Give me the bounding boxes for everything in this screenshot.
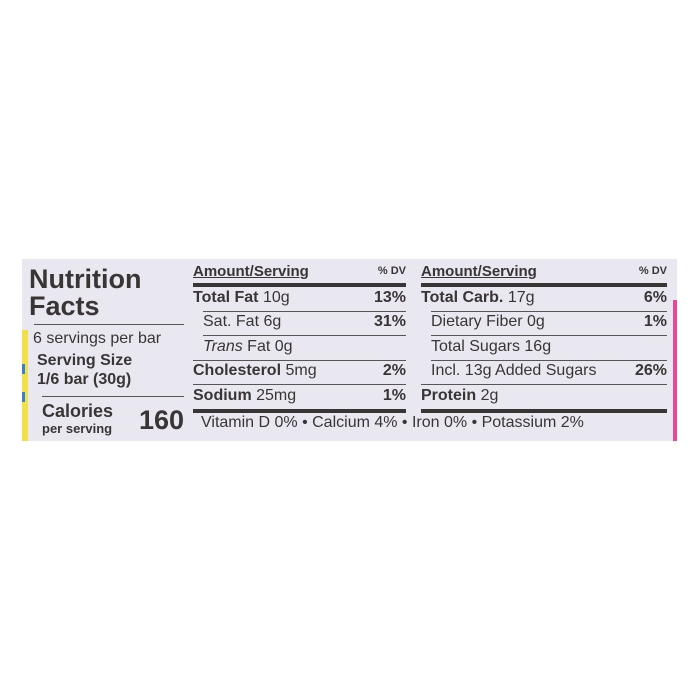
nutrient-amount: 10g: [262, 289, 290, 306]
nutrient-dv: 1%: [643, 313, 667, 330]
nutrient-name: Sodium: [193, 387, 252, 404]
row-divider: [431, 335, 667, 336]
divider: [42, 396, 184, 397]
amount-serving-header: Amount/Serving: [421, 263, 537, 280]
nutrient-amount: 6g: [263, 313, 282, 330]
calories-sub: per serving: [42, 421, 113, 436]
nutrient-dv: 2%: [382, 362, 406, 379]
dv-header: % DV: [377, 265, 406, 277]
nutrient-row: Incl. 13g Added Sugars: [431, 363, 596, 379]
nutrient-row: Total Fat 10g: [193, 290, 290, 306]
nutrient-name: Total Sugars: [431, 338, 520, 355]
title-line-1: Nutrition: [29, 264, 142, 294]
vitamins-minerals: Vitamin D 0% • Calcium 4% • Iron 0% • Po…: [201, 414, 584, 431]
nutrient-name: Dietary Fiber: [431, 313, 523, 330]
nutrient-dv: 6%: [643, 289, 667, 306]
package-mark: [22, 364, 25, 374]
nutrient-amount: Fat 0g: [247, 338, 293, 355]
nutrient-row: Total Carb. 17g: [421, 290, 535, 306]
title-line-2: Facts: [29, 291, 100, 321]
row-divider: [203, 335, 406, 336]
nutrient-amount: 25mg: [256, 387, 297, 404]
nutrient-dv: 1%: [382, 387, 406, 404]
row-divider: [431, 360, 667, 361]
package-edge-yellow: [22, 330, 28, 441]
nutrient-row: Total Sugars 16g: [431, 339, 551, 355]
nutrient-row: Cholesterol 5mg: [193, 363, 317, 379]
divider: [34, 324, 184, 325]
package-edge-pink: [673, 300, 677, 441]
nutrient-row: Sat. Fat 6g: [203, 314, 281, 330]
nutrient-row: Dietary Fiber 0g: [431, 314, 545, 330]
dv-header: % DV: [638, 265, 667, 277]
row-divider: [193, 384, 406, 385]
nutrient-row: Sodium 25mg: [193, 388, 296, 404]
calories-label: Calories: [42, 401, 114, 421]
servings-per-container: 6 servings per bar: [33, 330, 162, 347]
calories-value: 160: [139, 405, 185, 435]
thick-divider: [421, 409, 667, 413]
nutrient-row: Protein 2g: [421, 388, 498, 404]
nutrient-amount: 0g: [527, 313, 545, 330]
nutrient-name: Total Carb.: [421, 289, 504, 306]
nutrient-row: Trans Fat 0g: [203, 339, 293, 355]
nutrient-amount: 5mg: [285, 362, 317, 379]
row-divider: [421, 384, 667, 385]
nutrient-name: Cholesterol: [193, 362, 282, 379]
nutrient-dv: 13%: [373, 289, 406, 306]
package-mark: [22, 392, 25, 402]
nutrient-dv: 31%: [373, 313, 406, 330]
nutrient-name: Sat. Fat: [203, 313, 260, 330]
nutrient-amount: 17g: [507, 289, 535, 306]
nutrient-amount: 2g: [480, 387, 499, 404]
nutrient-name: Incl. 13g Added Sugars: [431, 362, 597, 379]
thick-divider: [421, 283, 667, 287]
nutrient-name: Trans: [203, 338, 243, 355]
serving-size-label: Serving Size: [37, 352, 133, 369]
nutrient-name: Protein: [421, 387, 477, 404]
nutrient-amount: 16g: [524, 338, 552, 355]
nutrient-name: Total Fat: [193, 289, 259, 306]
serving-size-value: 1/6 bar (30g): [37, 371, 132, 388]
thick-divider: [193, 283, 406, 287]
amount-serving-header: Amount/Serving: [193, 263, 309, 280]
row-divider: [203, 311, 406, 312]
row-divider: [431, 311, 667, 312]
thick-divider: [193, 409, 406, 413]
nutrient-dv: 26%: [634, 362, 667, 379]
row-divider: [193, 360, 406, 361]
